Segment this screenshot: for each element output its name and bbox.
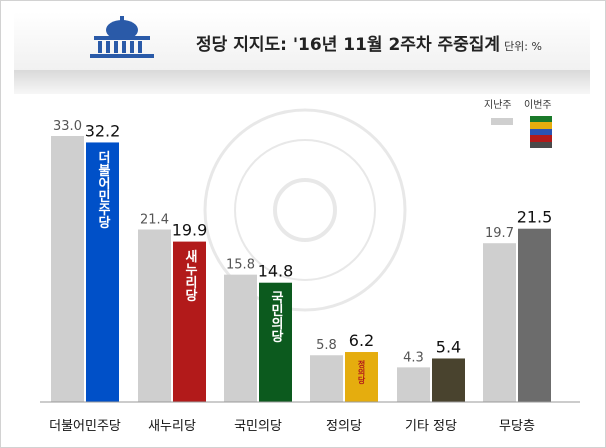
bar-previous-week (483, 243, 516, 402)
legend-previous-swatch (491, 118, 513, 125)
legend-swatch-stripe (530, 141, 552, 148)
legend-swatch-stripe (530, 135, 552, 142)
party-logo-label: 국민의당 (268, 291, 283, 344)
data-label-current: 14.8 (258, 262, 294, 281)
bar-current-week (518, 228, 551, 402)
data-label-current: 32.2 (85, 121, 121, 140)
national-assembly-seal-watermark (203, 108, 407, 312)
data-label-previous: 4.3 (403, 350, 424, 365)
header-divider (14, 70, 590, 94)
data-label-current: 5.4 (436, 337, 461, 356)
legend-swatch-stripe (530, 116, 552, 123)
data-label-previous: 21.4 (140, 213, 169, 228)
bar-current-week (432, 358, 465, 402)
bar-previous-week (310, 355, 343, 402)
category-tick-label: 국민의당 (234, 419, 282, 434)
category-tick-label: 정의당 (326, 419, 362, 434)
category-tick-label: 새누리당 (148, 419, 196, 434)
data-label-previous: 15.8 (226, 258, 255, 273)
bar-previous-week (51, 136, 84, 402)
legend-swatch-stripe (530, 122, 552, 129)
unit-label: 단위: % (504, 40, 542, 53)
bar-current-week (173, 241, 206, 402)
bar-current-week (259, 282, 292, 402)
category-tick-label: 무당층 (499, 419, 535, 434)
legend-swatch-stripe (530, 128, 552, 136)
party-logo-label: 더불어민주당 (95, 150, 110, 230)
bar-current-week (86, 142, 119, 402)
party-logo-label: 새누리당 (182, 249, 197, 303)
legend-current-swatch (530, 116, 552, 148)
legend-previous-label: 지난주 (484, 100, 512, 111)
data-label-current: 6.2 (349, 331, 374, 350)
category-tick-label: 기타 정당 (405, 419, 457, 434)
data-label-previous: 19.7 (485, 226, 514, 241)
bar-previous-week (397, 367, 430, 402)
category-tick-label: 더불어민주당 (49, 419, 121, 434)
chart-title: 정당 지지도: '16년 11월 2주차 주중집계 단위: % (196, 35, 542, 55)
bar-current-week (345, 352, 378, 402)
data-label-previous: 5.8 (316, 338, 337, 353)
bar-previous-week (224, 274, 257, 402)
national-assembly-building-icon (90, 16, 154, 58)
data-label-current: 21.5 (517, 208, 553, 227)
bar-previous-week (138, 229, 171, 402)
data-label-current: 19.9 (172, 221, 208, 240)
data-label-previous: 33.0 (53, 119, 82, 134)
party-logo-label: 정의당 (357, 359, 366, 385)
legend-current-label: 이번주 (524, 100, 552, 111)
